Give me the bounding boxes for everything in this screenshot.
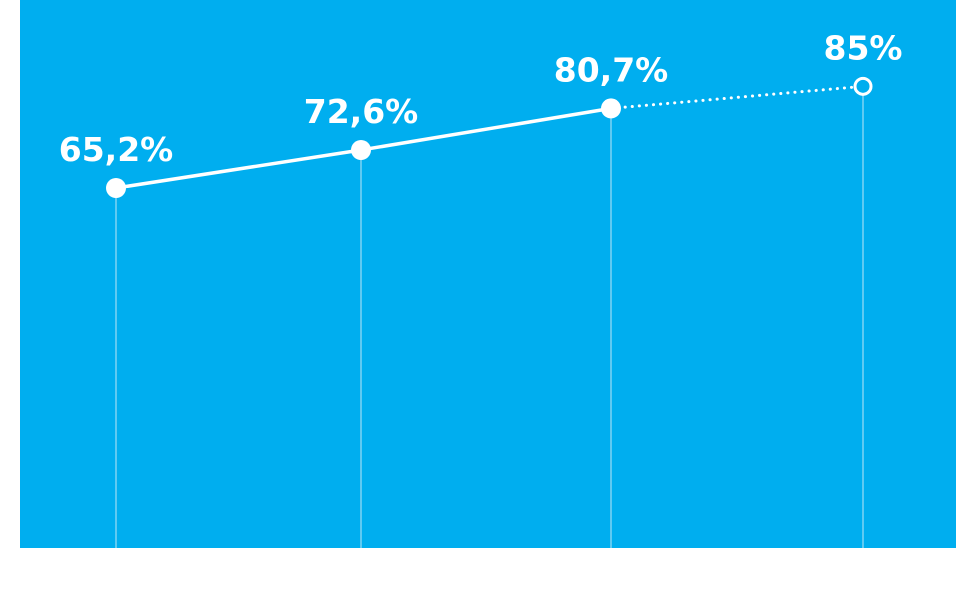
data-label-3: 85% — [824, 28, 903, 67]
chart-panel: 65,2% 72,6% 80,7% 85% — [20, 0, 956, 548]
line-segment-1 — [359, 106, 613, 152]
data-labels: 65,2% 72,6% 80,7% 85% — [59, 28, 903, 169]
guide-lines — [115, 86, 864, 548]
data-label-1: 72,6% — [304, 92, 419, 131]
data-label-0: 65,2% — [59, 130, 174, 169]
line-segment-0 — [114, 148, 363, 190]
series-lines — [114, 84, 865, 190]
data-point-0 — [106, 178, 126, 198]
data-points — [106, 76, 873, 198]
data-point-1 — [351, 140, 371, 161]
data-label-2: 80,7% — [554, 50, 669, 89]
projected-segment-2 — [609, 84, 865, 110]
projected-point-3 — [853, 76, 873, 96]
line-chart: 65,2% 72,6% 80,7% 85% — [59, 28, 903, 548]
data-point-2 — [601, 98, 621, 119]
